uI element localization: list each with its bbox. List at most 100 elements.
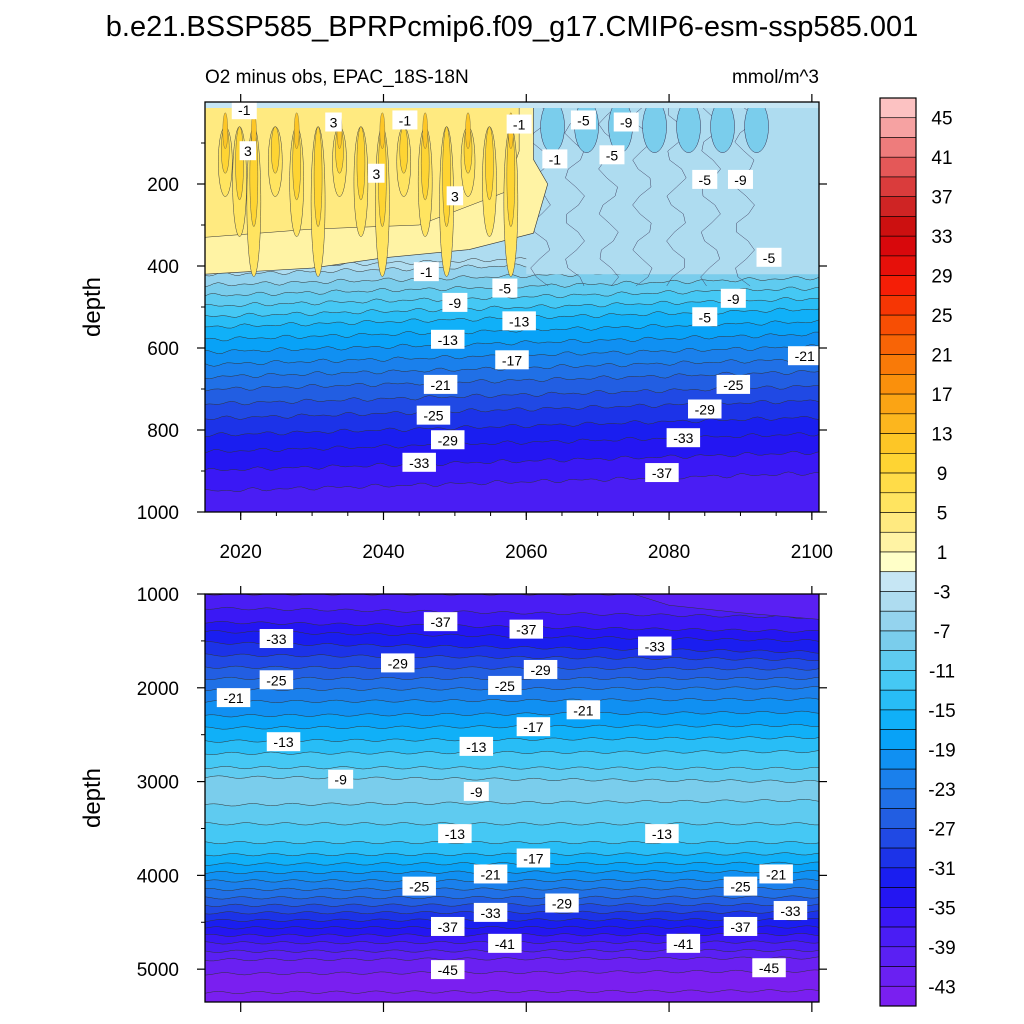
upper-contour-label-text: -25 [423,408,443,424]
upper-y-tick-label: 600 [147,339,179,360]
upper-contour-label-text: 3 [330,115,338,131]
upper-contour-label: -9 [442,292,468,312]
colorbar-swatch [879,196,917,217]
lower-contour-label-text: -9 [334,772,347,788]
lower-contour-label-text: -13 [466,739,486,755]
colorbar-swatch [879,808,917,829]
upper-contour-label-text: 3 [372,166,380,182]
upper-contour-label-text: -13 [509,313,529,329]
colorbar-swatch [879,749,917,770]
lower-contour-label: -33 [259,629,294,649]
colorbar-swatch [879,97,917,119]
lower-contour-label: -33 [638,636,672,656]
lower-contour-label: -21 [473,864,508,884]
lower-contour-label-text: -21 [766,866,786,882]
colorbar-swatch [879,433,917,454]
lower-contour-label: -13 [645,824,679,844]
colorbar-label: 45 [931,109,952,130]
upper-contour-label-text: -9 [734,172,747,188]
colorbar-label: 17 [931,385,952,406]
colorbar-label: 41 [931,148,952,169]
lower-contour-label-text: -17 [523,850,543,866]
lower-contour-label: -13 [438,824,472,844]
colorbar-swatch [879,709,917,730]
colorbar-swatch [879,374,917,395]
lower-contour-label-text: -21 [223,690,243,706]
upper-contour-label: -5 [599,145,625,165]
lower-contour-label: -21 [759,864,793,884]
upper-contour-label-text: -21 [795,348,815,364]
upper-contour-label: -5 [492,278,518,298]
upper-contour-label: -29 [430,430,465,450]
lower-contour-label-text: -45 [759,960,779,976]
lower-contour-label: -9 [463,781,489,801]
upper-contour-label: 3 [446,186,464,206]
colorbar-label: -3 [934,582,951,603]
upper-contour-label: -37 [645,463,679,483]
lower-contour-label: -17 [516,717,551,737]
upper-contour-label-text: -1 [399,112,412,128]
lower-contour-label-text: -25 [266,672,286,688]
lower-contour-label: -45 [430,960,465,980]
upper-y-tick-label: 400 [147,257,179,278]
lower-contour-label: -41 [488,933,522,953]
lower-contour-label-text: -13 [652,826,672,842]
lower-y-tick-label: 2000 [137,679,179,700]
colorbar-frame [879,97,917,1007]
units-label: mmol/m^3 [732,67,819,88]
lower-contour-label: -21 [566,700,601,720]
colorbar-swatch [879,867,917,888]
colorbar-swatch [879,492,917,513]
upper-contour-label: 3 [239,141,257,161]
upper-contour-label: -1 [542,149,568,169]
lower-contour-label-text: -25 [409,879,429,895]
lower-contour-label-text: -41 [673,936,693,952]
colorbar-label: 5 [937,504,948,525]
colorbar-swatch [879,966,917,987]
upper-contour-label: -1 [506,114,532,134]
colorbar-swatch [879,531,917,553]
upper-contour-label-text: -1 [420,264,433,280]
lower-contour-label: -41 [666,933,701,953]
colorbar-swatch [879,117,917,138]
colorbar-label: 29 [931,267,952,288]
lower-contour-label: -29 [381,653,415,673]
colorbar-label: -23 [928,780,955,801]
upper-contour-label: -5 [570,110,596,130]
lower-contour-label-text: -13 [445,826,465,842]
colorbar-swatch [879,946,917,967]
upper-contour-label-text: -29 [695,402,715,418]
upper-contour-label: -13 [502,311,536,331]
panel-subtitle: O2 minus obs, EPAC_18S-18N [205,67,469,88]
upper-contour-label: 3 [325,112,342,132]
colorbar-swatch [879,907,917,928]
colorbar-swatch [879,393,917,415]
colorbar-swatch [879,729,917,750]
colorbar-label: -43 [928,977,955,998]
colorbar-swatch [879,650,917,671]
lower-contour-label: -25 [259,670,294,690]
upper-contour-label-text: -9 [727,291,740,307]
colorbar-swatch [879,512,917,533]
upper-contour-label-text: -33 [673,430,693,446]
upper-contour-label-text: -9 [449,295,462,311]
upper-contour-label: -9 [613,112,639,132]
colorbar-swatch [879,137,917,158]
upper-contour-label-text: -9 [620,115,633,131]
lower-contour-label-text: -33 [480,905,500,921]
colorbar-label: -11 [929,661,955,682]
colorbar-label: 37 [931,188,952,209]
colorbar-swatch [879,828,917,849]
colorbar-label: 25 [931,306,952,327]
colorbar-swatch [879,314,917,336]
colorbar-swatch [879,413,917,434]
upper-contour-label-text: -17 [502,352,522,368]
colorbar-swatch [879,295,917,316]
lower-plot-frame [204,593,820,1003]
colorbar-swatch [879,275,917,296]
upper-contour-label: -29 [688,399,722,419]
colorbar-swatch [879,768,917,790]
colorbar-swatch [879,571,917,592]
colorbar-swatch [879,788,917,809]
